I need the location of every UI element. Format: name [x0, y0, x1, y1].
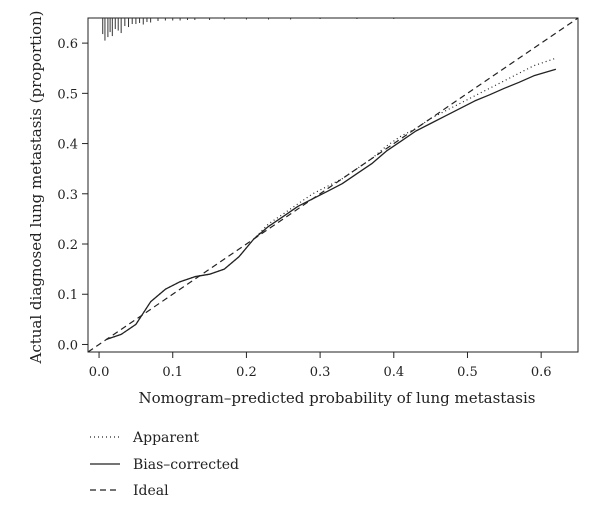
y-tick-label: 0.5 — [57, 87, 78, 102]
legend-item-bias-corrected: Bias–corrected — [90, 457, 239, 473]
y-tick-label: 0.0 — [57, 338, 78, 353]
y-tick-label: 0.6 — [57, 37, 78, 52]
x-tick-label: 0.0 — [89, 365, 110, 380]
series-line-ideal — [87, 17, 579, 353]
x-axis-title: Nomogram–predicted probability of lung m… — [139, 389, 536, 407]
series-line-apparent — [106, 57, 557, 340]
x-tick-label: 0.4 — [383, 365, 404, 380]
y-axis: 0.0 0.1 0.2 0.3 0.4 0.5 0.6 — [57, 37, 88, 353]
x-tick-label: 0.5 — [457, 365, 478, 380]
legend-item-ideal: Ideal — [90, 483, 169, 499]
y-tick-label: 0.1 — [57, 288, 78, 303]
legend-label-apparent: Apparent — [132, 430, 199, 446]
legend-label-bias-corrected: Bias–corrected — [133, 457, 239, 473]
plot-frame — [87, 17, 579, 353]
y-axis-title: Actual diagnosed lung metastasis (propor… — [27, 10, 45, 364]
y-tick-label: 0.4 — [57, 138, 78, 153]
y-tick-label: 0.2 — [57, 238, 78, 253]
x-axis: 0.0 0.1 0.2 0.3 0.4 0.5 0.6 — [89, 352, 552, 380]
x-tick-label: 0.1 — [162, 365, 183, 380]
legend-label-ideal: Ideal — [133, 483, 169, 499]
y-tick-label: 0.3 — [57, 188, 78, 203]
series-line-bias-corrected — [106, 68, 557, 341]
rug-marks — [102, 18, 395, 41]
x-tick-label: 0.6 — [531, 365, 552, 380]
series-lines — [87, 17, 579, 353]
plot-area — [87, 17, 579, 353]
legend-item-apparent: Apparent — [90, 430, 199, 446]
legend: Apparent Bias–corrected Ideal — [90, 430, 239, 499]
x-tick-label: 0.2 — [236, 365, 257, 380]
x-tick-label: 0.3 — [310, 365, 331, 380]
